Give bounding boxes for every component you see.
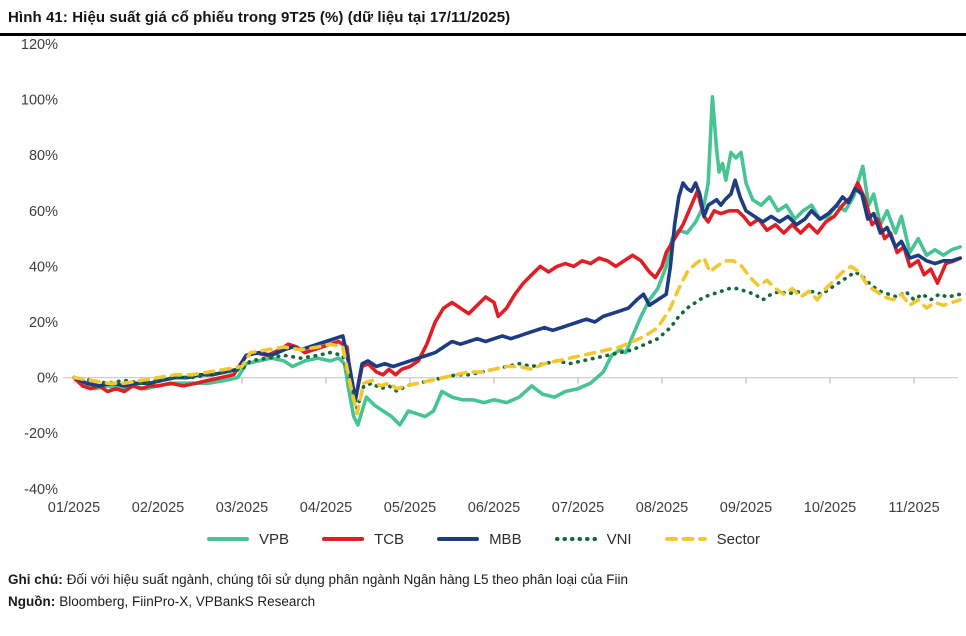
tcb-line-swatch — [321, 530, 365, 548]
y-axis-label: 20% — [29, 315, 58, 331]
legend-label: TCB — [374, 530, 405, 548]
vni-line-swatch — [554, 530, 598, 548]
note-text: Đối với hiệu suất ngành, chúng tôi sử dụ… — [66, 572, 629, 587]
legend-item-tcb: TCB — [321, 530, 404, 548]
mbb-line-swatch — [436, 530, 480, 548]
series-line-vni — [72, 270, 963, 411]
x-axis-label: 04/2025 — [300, 500, 352, 516]
x-axis-label: 10/2025 — [804, 500, 856, 516]
x-axis-label: 08/2025 — [636, 500, 688, 516]
figure-title: Hình 41: Hiệu suất giá cổ phiếu trong 9T… — [8, 9, 511, 26]
source-text: Bloomberg, FiinPro-X, VPBankS Research — [59, 594, 316, 609]
legend-label: Sector — [716, 530, 760, 548]
note-label: Ghi chú: — [8, 572, 63, 587]
x-axis-label: 06/2025 — [468, 500, 520, 516]
source-line: Nguồn: Bloomberg, FiinPro-X, VPBankS Rese… — [8, 594, 956, 609]
legend-item-vni: VNI — [554, 530, 632, 548]
x-axis-label: 03/2025 — [216, 500, 268, 516]
chart-legend: VPB TCB MBB VNI Sector — [0, 524, 966, 554]
note-line: Ghi chú: Đối với hiệu suất ngành, chúng t… — [8, 572, 956, 587]
performance-chart: 01/2025 02/2025 03/2025 04/2025 05/2025 06/20… — [21, 37, 963, 516]
x-axis-label: 02/2025 — [132, 500, 184, 516]
sector-line-swatch — [664, 530, 708, 548]
figure-notes: Ghi chú: Đối với hiệu suất ngành, chúng t… — [0, 554, 966, 609]
title-divider — [0, 33, 966, 36]
y-axis-label: 100% — [21, 93, 58, 109]
y-axis-label: 40% — [29, 259, 58, 275]
y-axis-label: 80% — [29, 148, 58, 164]
y-axis-label: -20% — [24, 426, 58, 442]
y-axis-label: 0% — [37, 371, 58, 387]
x-axis-label: 01/2025 — [48, 500, 100, 516]
y-axis-label: 60% — [29, 204, 58, 220]
x-axis-label: 07/2025 — [552, 500, 604, 516]
y-axis-label: -40% — [24, 482, 58, 498]
vpb-line-swatch — [206, 530, 250, 548]
x-axis-label: 05/2025 — [384, 500, 436, 516]
x-axis-label: 09/2025 — [720, 500, 772, 516]
source-label: Nguồn: — [8, 594, 56, 609]
legend-item-vpb: VPB — [206, 530, 289, 548]
legend-label: VPB — [259, 530, 290, 548]
legend-item-mbb: MBB — [436, 530, 522, 548]
series-line-sector — [72, 256, 963, 416]
legend-label: VNI — [606, 530, 632, 548]
legend-item-sector: Sector — [664, 530, 760, 548]
y-axis-label: 120% — [21, 37, 58, 53]
legend-label: MBB — [489, 530, 522, 548]
x-axis-label: 11/2025 — [888, 500, 939, 516]
